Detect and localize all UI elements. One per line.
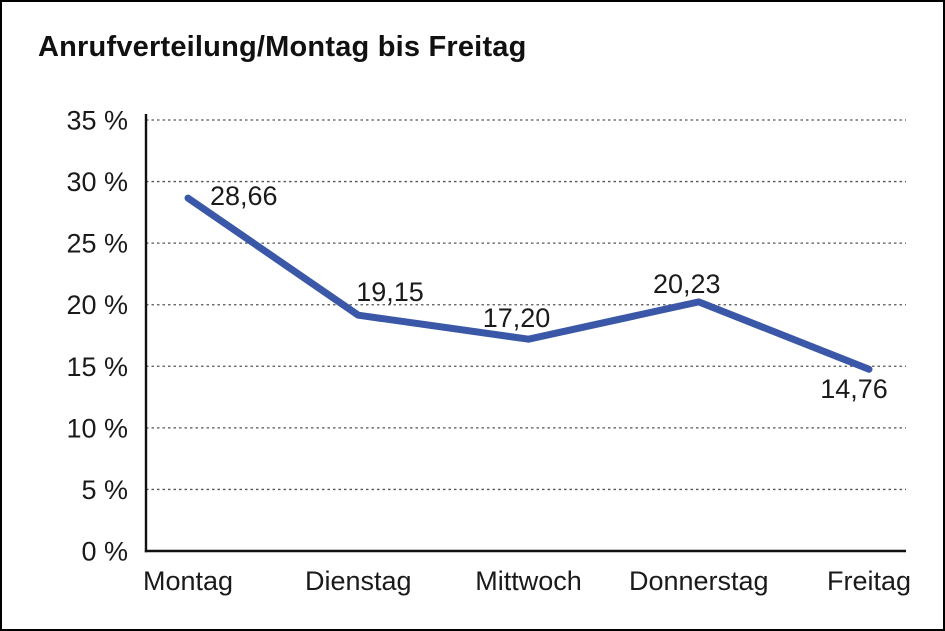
chart-title: Anrufverteilung/Montag bis Freitag [38,31,527,63]
x-category-label: Mittwoch [475,566,582,596]
data-point-label: 17,20 [483,303,551,333]
x-category-label: Freitag [827,566,911,596]
y-tick-label: 5 % [81,475,128,505]
y-tick-label: 10 % [66,413,128,443]
y-tick-label: 20 % [66,290,128,320]
data-point-label: 28,66 [210,181,278,211]
x-category-label: Dienstag [305,566,412,596]
x-category-label: Montag [143,566,233,596]
y-tick-label: 0 % [81,537,128,567]
data-point-label: 20,23 [653,269,721,299]
y-tick-label: 15 % [66,352,128,382]
data-point-label: 19,15 [356,277,424,307]
y-tick-label: 30 % [66,167,128,197]
x-category-label: Donnerstag [629,566,769,596]
data-point-label: 14,76 [820,374,888,404]
y-tick-label: 35 % [66,106,128,136]
y-tick-label: 25 % [66,229,128,259]
data-line [184,194,873,373]
